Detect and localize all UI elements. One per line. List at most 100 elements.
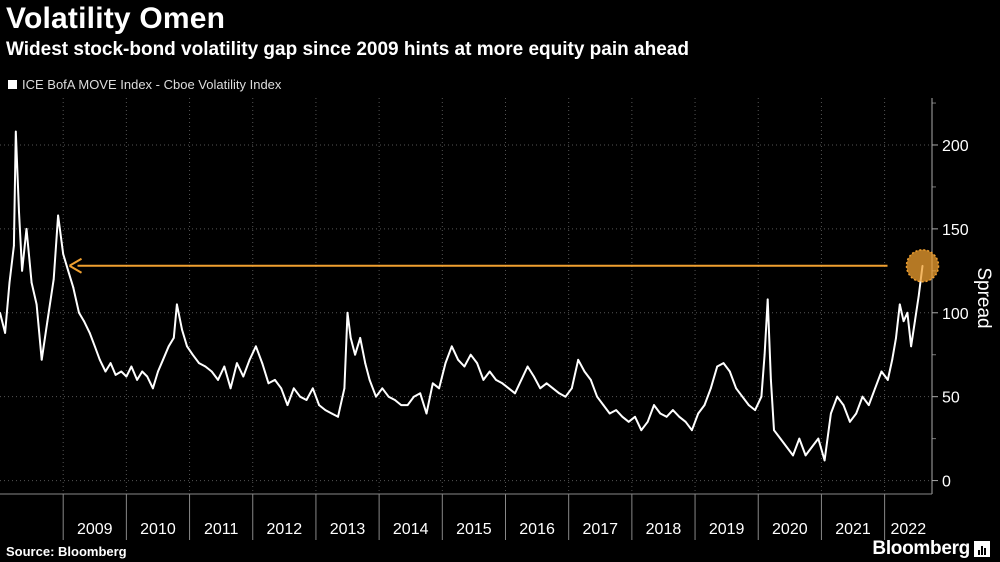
data-point	[646, 420, 649, 423]
x-tick-label: 2020	[772, 521, 808, 538]
data-point	[763, 353, 766, 356]
data-point	[72, 286, 75, 289]
data-point	[747, 404, 750, 406]
data-point	[286, 404, 289, 406]
data-point	[501, 382, 504, 385]
data-point	[229, 387, 232, 390]
data-point	[78, 311, 80, 314]
y-tick-label: 150	[942, 222, 969, 239]
data-point	[406, 404, 409, 406]
data-point	[545, 382, 548, 385]
data-point	[769, 378, 772, 381]
data-point	[248, 358, 251, 361]
x-tick-label: 2019	[709, 521, 745, 538]
data-point	[457, 358, 460, 361]
data-point	[520, 378, 523, 381]
data-point	[375, 395, 377, 398]
data-point	[412, 395, 415, 398]
data-point	[324, 409, 327, 412]
data-point	[678, 415, 681, 418]
data-point	[463, 365, 466, 368]
data-point	[394, 399, 396, 401]
data-point	[621, 415, 624, 418]
y-axis-label: Spread	[973, 267, 994, 328]
data-point	[570, 387, 573, 390]
data-point	[280, 387, 283, 390]
data-point	[482, 378, 485, 381]
data-point	[659, 412, 662, 415]
data-point	[798, 437, 801, 440]
data-point	[760, 395, 763, 398]
legend: ICE BofA MOVE Index - Cboe Volatility In…	[8, 77, 281, 92]
data-point	[305, 399, 308, 401]
data-point	[526, 365, 529, 368]
x-tick-label: 2013	[330, 521, 366, 538]
data-point	[18, 211, 20, 214]
data-point	[191, 353, 194, 356]
data-point	[204, 365, 207, 368]
data-point	[558, 392, 561, 395]
data-point	[917, 295, 920, 297]
data-point	[444, 362, 447, 365]
data-point	[57, 214, 60, 217]
data-point	[836, 395, 839, 398]
data-point	[640, 429, 643, 432]
data-point	[804, 454, 807, 457]
data-point	[210, 370, 213, 373]
legend-label: ICE BofA MOVE Index - Cboe Volatility In…	[22, 77, 282, 92]
data-point	[514, 392, 516, 395]
data-point	[533, 375, 535, 378]
data-point	[766, 298, 769, 301]
x-tick-label: 2010	[140, 521, 176, 538]
data-point	[855, 412, 858, 415]
data-point	[381, 387, 384, 390]
data-point	[104, 370, 107, 373]
y-tick-label: 50	[942, 390, 960, 407]
data-point	[564, 395, 567, 398]
data-point	[653, 404, 655, 406]
data-point	[596, 395, 599, 398]
data-point	[615, 409, 617, 412]
data-point	[438, 387, 441, 390]
chart-subtitle: Widest stock-bond volatility gap since 2…	[6, 39, 689, 60]
data-point	[146, 375, 149, 378]
data-point	[176, 303, 178, 306]
data-point	[337, 415, 339, 418]
data-point	[602, 404, 605, 406]
data-point	[400, 404, 403, 406]
data-point	[162, 358, 164, 361]
data-point	[891, 358, 894, 361]
brand-name: Bloomberg	[872, 538, 970, 559]
data-point	[823, 459, 826, 462]
bar-chart-icon	[974, 541, 990, 557]
data-point	[792, 454, 794, 457]
data-point	[703, 404, 706, 406]
data-point	[589, 378, 592, 381]
data-point	[346, 311, 349, 314]
data-point	[130, 365, 133, 368]
data-point	[8, 281, 11, 284]
data-point	[488, 370, 491, 373]
data-point	[817, 437, 820, 440]
data-point	[779, 437, 782, 440]
data-point	[785, 446, 788, 448]
data-point	[495, 378, 497, 381]
data-point	[349, 337, 352, 339]
data-point	[665, 415, 668, 418]
data-point	[125, 375, 128, 378]
data-point	[109, 362, 112, 365]
data-point	[98, 358, 101, 361]
data-point	[469, 353, 472, 356]
data-point	[811, 446, 813, 448]
data-point	[14, 130, 17, 133]
data-point	[46, 320, 49, 323]
data-point	[551, 387, 554, 390]
data-point	[419, 392, 422, 395]
data-point	[741, 395, 744, 398]
data-point	[141, 370, 144, 373]
arrow-head	[69, 257, 83, 274]
data-point	[842, 404, 845, 406]
data-point	[431, 382, 434, 385]
data-point	[368, 378, 371, 381]
